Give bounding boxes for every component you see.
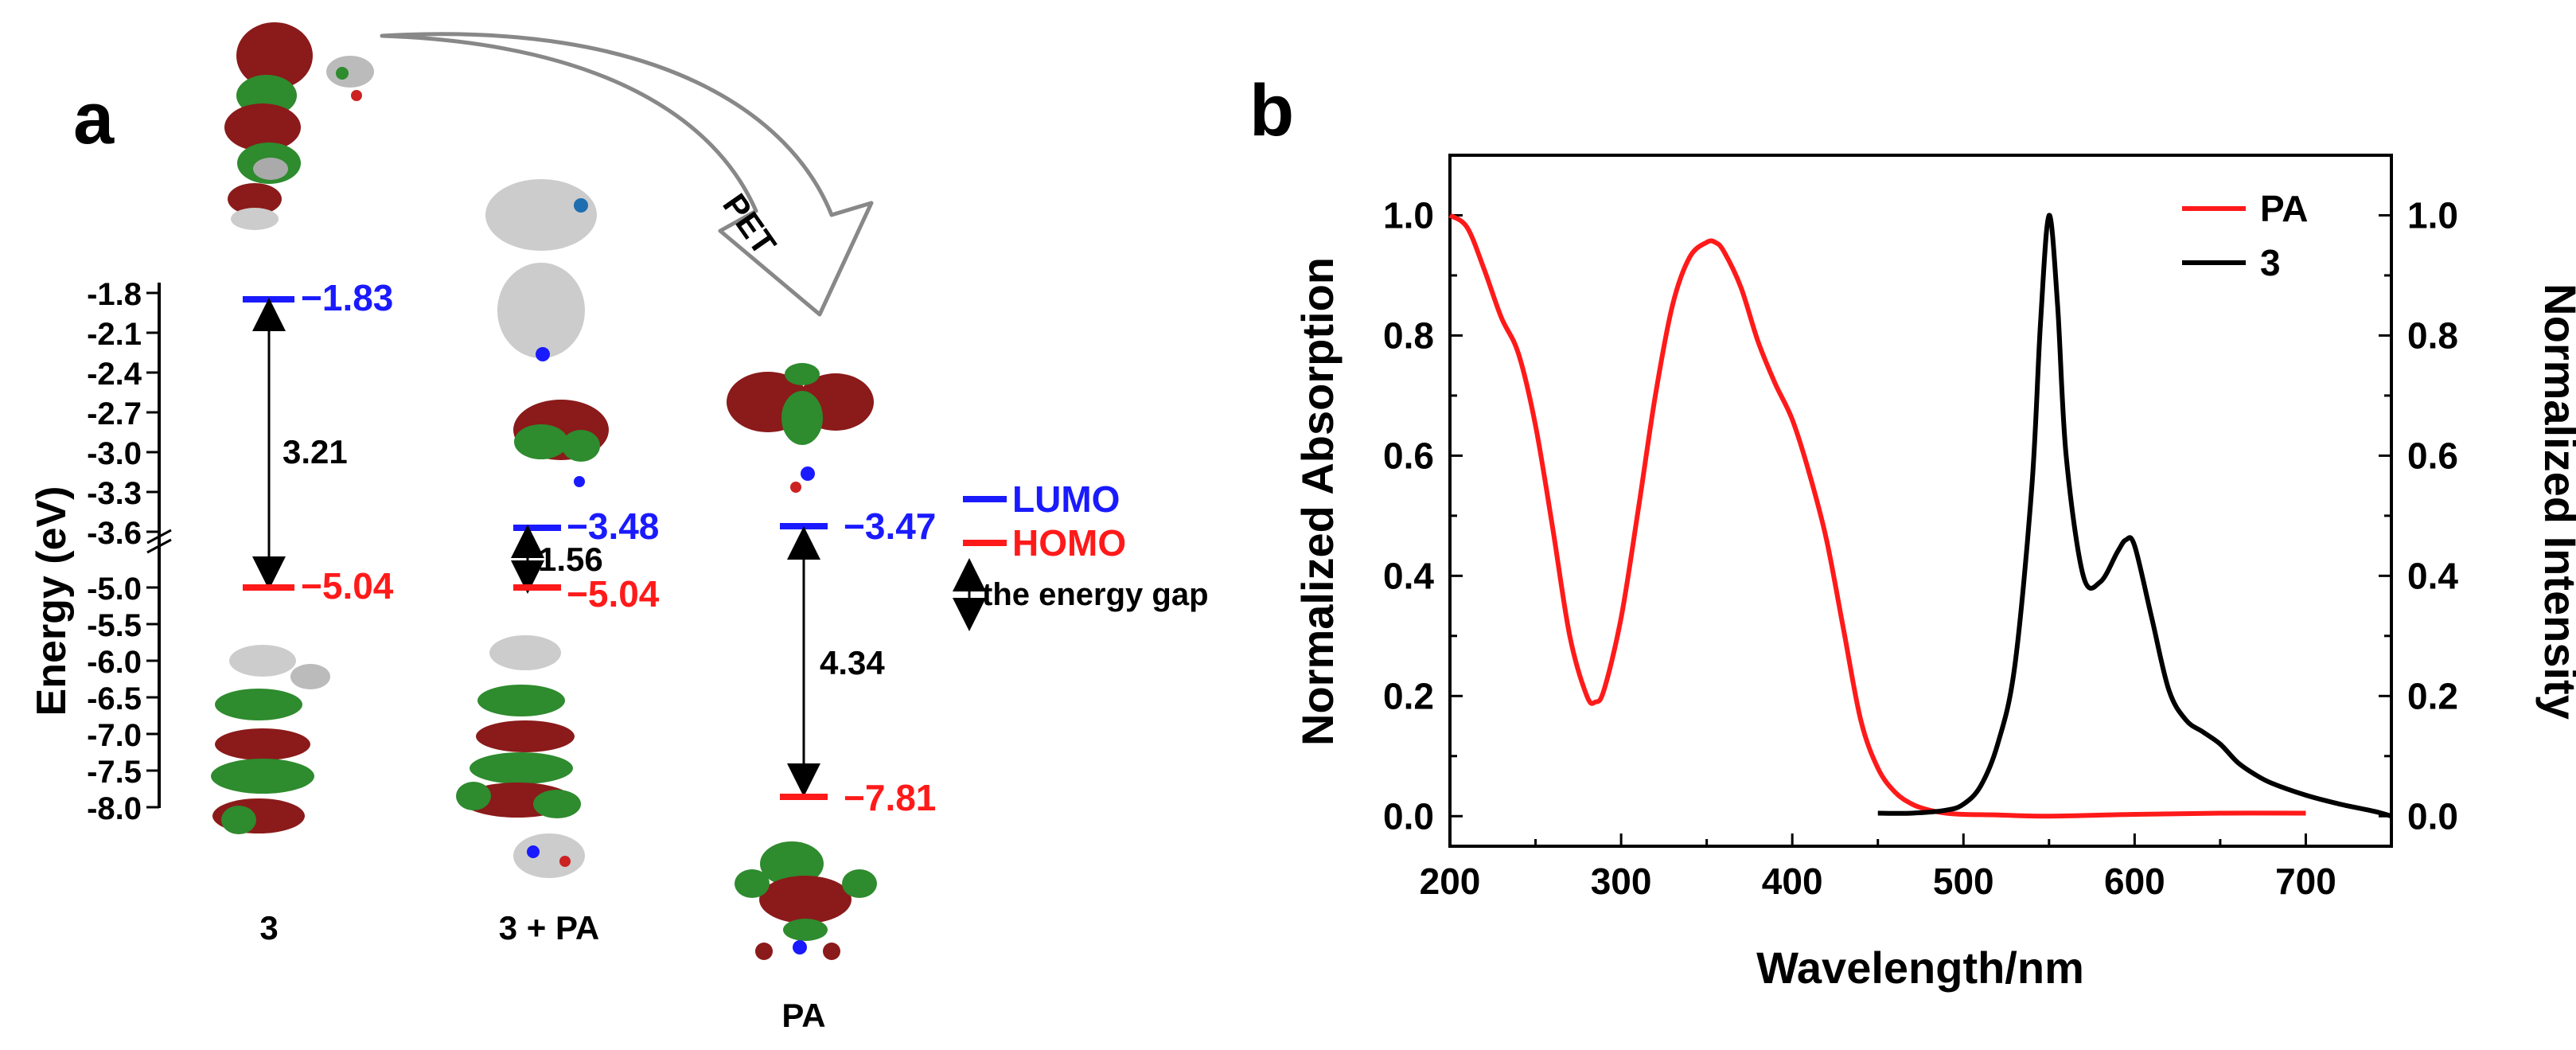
energy-tick-label: -2.4 <box>87 357 142 392</box>
column-name-pa: PA <box>781 997 825 1034</box>
x-axis-label: Wavelength/nm <box>1756 943 2084 993</box>
y-right-tick-label: 0.2 <box>2407 675 2458 716</box>
lumo-value-3-pa: −3.48 <box>567 505 659 547</box>
y-right-tick-label: 0.4 <box>2407 555 2458 596</box>
panel-a-label: a <box>73 78 115 159</box>
y-axis-left-label: Normalized Absorption <box>1292 257 1343 746</box>
energy-tick-label: -1.8 <box>87 277 142 312</box>
chart-legend: PA 3 <box>2182 188 2309 283</box>
x-tick-label: 500 <box>1933 861 1994 902</box>
column-name-3-pa: 3 + PA <box>499 909 599 947</box>
series-layer <box>1448 213 2392 819</box>
y-left-tick-label: 0.8 <box>1383 314 1434 356</box>
legend-homo-label: HOMO <box>1012 522 1126 564</box>
orbital-lumo-pa <box>727 363 874 493</box>
energy-tick-label: -5.0 <box>87 572 142 607</box>
y-right-tick-label: 0.0 <box>2407 795 2458 837</box>
homo-value-pa: −7.81 <box>844 777 936 818</box>
energy-tick-label: -6.5 <box>87 681 142 716</box>
orbital-lumo-3 <box>224 22 374 230</box>
energy-tick-label: -2.1 <box>87 317 142 352</box>
energy-tick-label: -6.0 <box>87 645 142 680</box>
y-axis-left-ticks: 0.0 0.2 0.4 0.6 0.8 1.0 <box>1383 194 1463 837</box>
plot-frame <box>1448 154 2393 848</box>
energy-tick-label: -2.7 <box>87 396 142 431</box>
energy-tick-label: -7.5 <box>87 755 142 790</box>
series-line-3 <box>1877 213 2392 819</box>
legend-pa-label: PA <box>2260 188 2309 229</box>
column-name-3: 3 <box>259 909 278 947</box>
lumo-value-3: −1.83 <box>301 277 393 318</box>
x-tick-label: 700 <box>2275 861 2336 902</box>
pet-arrow: PET <box>380 32 874 317</box>
legend-gap-label: the energy gap <box>982 577 1209 612</box>
y-axis-right-label: Normalized Intensity <box>2535 283 2576 720</box>
x-tick-label: 200 <box>1420 861 1481 902</box>
orbital-lumo-3-pa <box>485 179 609 487</box>
y-right-tick-label: 1.0 <box>2407 194 2458 236</box>
gap-value-3: 3.21 <box>283 433 348 470</box>
y-left-tick-label: 0.0 <box>1383 795 1434 837</box>
y-axis-right-ticks: 0.0 0.2 0.4 0.6 0.8 1.0 <box>2379 194 2458 837</box>
orbital-homo-pa <box>735 841 877 960</box>
energy-tick-label: -3.3 <box>87 476 142 511</box>
legend-lumo-label: LUMO <box>1012 478 1120 520</box>
y-right-tick-label: 0.6 <box>2407 435 2458 476</box>
x-tick-label: 600 <box>2104 861 2165 902</box>
energy-axis-label: Energy (eV) <box>29 486 75 716</box>
orbital-homo-3 <box>211 645 330 834</box>
y-left-tick-label: 0.6 <box>1383 435 1434 476</box>
panel-a: a -1.8-2.1-2.4-2.7-3.0-3.3-3.6 -5.0-5.5-… <box>29 22 1209 1034</box>
lumo-value-pa: −3.47 <box>844 505 936 547</box>
panel-b-label: b <box>1249 70 1294 151</box>
energy-tick-label: -5.5 <box>87 608 142 643</box>
column-3-pa: −3.48 1.56 −5.04 3 + PA <box>456 179 660 947</box>
homo-value-3-pa: −5.04 <box>567 573 660 615</box>
x-tick-label: 300 <box>1591 861 1652 902</box>
energy-tick-label: -3.0 <box>87 436 142 471</box>
energy-tick-label: -3.6 <box>87 516 142 551</box>
y-right-tick-label: 0.8 <box>2407 314 2458 356</box>
y-left-tick-label: 0.2 <box>1383 675 1434 716</box>
legend-3-label: 3 <box>2260 242 2281 283</box>
gap-value-pa: 4.34 <box>820 644 885 681</box>
x-tick-label: 400 <box>1762 861 1823 902</box>
homo-value-3: −5.04 <box>301 565 394 607</box>
y-left-tick-label: 1.0 <box>1383 194 1434 236</box>
y-left-tick-label: 0.4 <box>1383 555 1434 596</box>
energy-tick-label: -8.0 <box>87 791 142 826</box>
column-pa: −3.47 4.34 −7.81 PA <box>727 363 936 1034</box>
orbital-homo-3-pa <box>456 635 585 878</box>
energy-axis: -1.8-2.1-2.4-2.7-3.0-3.3-3.6 -5.0-5.5-6.… <box>29 277 172 826</box>
x-axis-ticks: 200 300 400 500 600 700 <box>1420 833 2336 902</box>
gap-value-3-pa: 1.56 <box>538 541 603 578</box>
panel-b: b 200 300 400 500 600 700 0.00.20.40.60.81.0 … <box>1249 70 2576 993</box>
panel-a-legend: LUMO HOMO the energy gap <box>953 478 1209 631</box>
column-3: −1.83 3.21 −5.04 3 <box>211 22 394 947</box>
series-line-pa <box>1448 213 2306 819</box>
energy-tick-label: -7.0 <box>87 718 142 753</box>
